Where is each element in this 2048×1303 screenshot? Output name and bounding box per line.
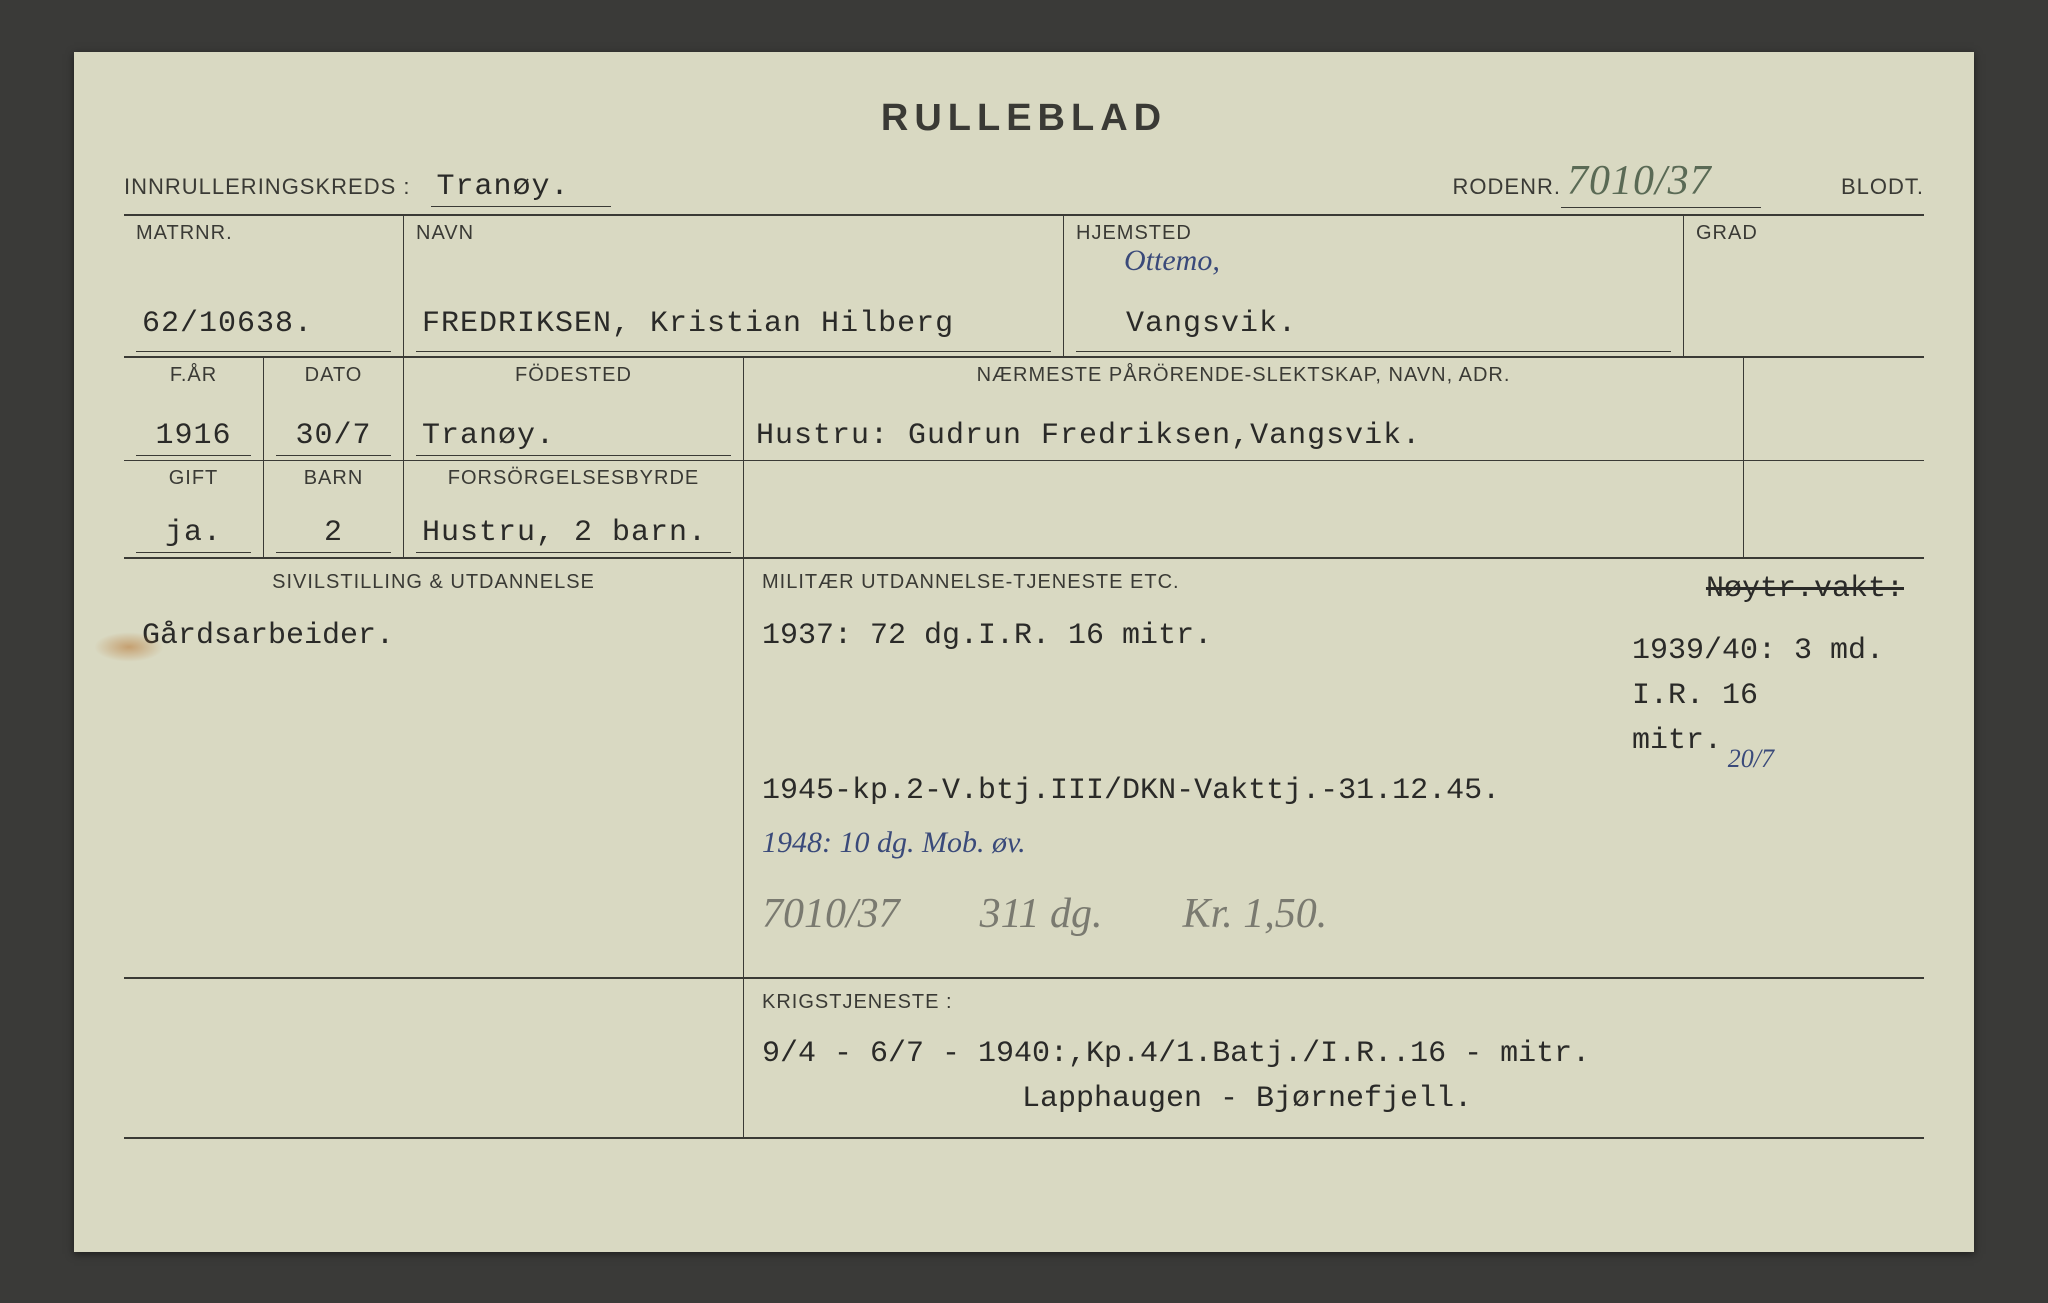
service-block: SIVILSTILLING & UTDANNELSE Gårdsarbeider… bbox=[124, 557, 1924, 977]
header-line: INNRULLERINGSKREDS : Tranøy. RODENR. 701… bbox=[124, 157, 1924, 214]
matrnr-label: MATRNR. bbox=[136, 222, 391, 247]
militar-right2: I.R. 16 bbox=[1632, 674, 1884, 719]
faar-value: 1916 bbox=[136, 419, 251, 456]
forsorg-value: Hustru, 2 barn. bbox=[416, 516, 731, 553]
krig-block: KRIGSTJENESTE : 9/4 - 6/7 - 1940:,Kp.4/1… bbox=[124, 977, 1924, 1137]
row-birth: F.ÅR 1916 DATO 30/7 FÖDESTED Tranøy. NÆR… bbox=[124, 356, 1924, 460]
matrnr-cell: MATRNR. 62/10638. bbox=[124, 216, 404, 356]
barn-cell: BARN 2 bbox=[264, 461, 404, 557]
innrulleringskreds-label: INNRULLERINGSKREDS : bbox=[124, 174, 411, 200]
krig-left-empty bbox=[124, 979, 744, 1137]
krig-header: KRIGSTJENESTE : bbox=[762, 991, 1906, 1014]
dato-label: DATO bbox=[276, 364, 391, 389]
krig-line1: 9/4 - 6/7 - 1940:,Kp.4/1.Batj./I.R..16 -… bbox=[762, 1032, 1906, 1077]
sivil-header: SIVILSTILLING & UTDANNELSE bbox=[142, 571, 725, 594]
record-card: RULLEBLAD INNRULLERINGSKREDS : Tranøy. R… bbox=[74, 52, 1974, 1252]
militar-block: MILITÆR UTDANNELSE-TJENESTE ETC. Nøytr.v… bbox=[744, 559, 1924, 977]
dato-value: 30/7 bbox=[276, 419, 391, 456]
gift-cell: GIFT ja. bbox=[124, 461, 264, 557]
innrulleringskreds-value: Tranøy. bbox=[431, 170, 611, 207]
hjemsted-cell: HJEMSTED Ottemo, Vangsvik. bbox=[1064, 216, 1684, 356]
bottom-rule bbox=[124, 1137, 1924, 1139]
blodt-label: BLODT. bbox=[1841, 174, 1924, 200]
annotation-20-7: 20/7 bbox=[1728, 744, 1774, 774]
hjemsted-hand: Ottemo, bbox=[1124, 244, 1220, 278]
gift-label: GIFT bbox=[136, 467, 251, 492]
slektskap-continuation bbox=[744, 461, 1744, 557]
stain-mark bbox=[94, 632, 164, 662]
rodenr-label: RODENR. bbox=[1453, 174, 1561, 200]
hand-bottom-c: Kr. 1,50. bbox=[1183, 890, 1328, 938]
slektskap-label: NÆRMESTE PÅRÖRENDE-SLEKTSKAP, NAVN, ADR. bbox=[756, 364, 1731, 389]
hand-bottom-a: 7010/37 bbox=[762, 890, 900, 938]
grad-continuation bbox=[1744, 461, 1924, 557]
grad-cell: GRAD bbox=[1684, 216, 1924, 356]
hand-1948: 1948: 10 dg. Mob. øv. bbox=[762, 826, 1906, 860]
rodenr-value: 7010/37 bbox=[1561, 157, 1761, 208]
krig-right: KRIGSTJENESTE : 9/4 - 6/7 - 1940:,Kp.4/1… bbox=[744, 979, 1924, 1137]
slektskap-value: Hustru: Gudrun Fredriksen,Vangsvik. bbox=[756, 419, 1731, 453]
slektskap-cell: NÆRMESTE PÅRÖRENDE-SLEKTSKAP, NAVN, ADR.… bbox=[744, 358, 1744, 460]
krig-line2: Lapphaugen - Bjørnefjell. bbox=[762, 1077, 1906, 1122]
fodested-label: FÖDESTED bbox=[416, 364, 731, 389]
navn-label: NAVN bbox=[416, 222, 1051, 247]
row-family: GIFT ja. BARN 2 FORSÖRGELSESBYRDE Hustru… bbox=[124, 460, 1924, 557]
noytr-label: Nøytr.vakt: bbox=[1706, 567, 1904, 612]
card-title: RULLEBLAD bbox=[881, 97, 1167, 140]
fodested-cell: FÖDESTED Tranøy. bbox=[404, 358, 744, 460]
matrnr-value: 62/10638. bbox=[136, 277, 391, 352]
forsorg-label: FORSÖRGELSESBYRDE bbox=[416, 467, 731, 492]
navn-cell: NAVN FREDRIKSEN, Kristian Hilberg bbox=[404, 216, 1064, 356]
dato-cell: DATO 30/7 bbox=[264, 358, 404, 460]
grad-empty-cell bbox=[1744, 358, 1924, 460]
faar-cell: F.ÅR 1916 bbox=[124, 358, 264, 460]
barn-label: BARN bbox=[276, 467, 391, 492]
hjemsted-typed: Vangsvik. bbox=[1076, 277, 1671, 352]
militar-right1: 1939/40: 3 md. bbox=[1632, 629, 1884, 674]
gift-value: ja. bbox=[136, 516, 251, 553]
forsorg-cell: FORSÖRGELSESBYRDE Hustru, 2 barn. bbox=[404, 461, 744, 557]
faar-label: F.ÅR bbox=[136, 364, 251, 389]
row-identity: MATRNR. 62/10638. NAVN FREDRIKSEN, Krist… bbox=[124, 214, 1924, 356]
barn-value: 2 bbox=[276, 516, 391, 553]
hand-bottom-b: 311 dg. bbox=[980, 890, 1103, 938]
fodested-value: Tranøy. bbox=[416, 419, 731, 456]
militar-line2: 1945-kp.2-V.btj.III/DKN-Vakttj.-31.12.45… bbox=[762, 769, 1906, 814]
navn-value: FREDRIKSEN, Kristian Hilberg bbox=[416, 277, 1051, 352]
sivil-value: Gårdsarbeider. bbox=[142, 614, 725, 659]
sivil-block: SIVILSTILLING & UTDANNELSE Gårdsarbeider… bbox=[124, 559, 744, 977]
hand-bottom-row: 7010/37 311 dg. Kr. 1,50. bbox=[762, 890, 1906, 938]
grad-label: GRAD bbox=[1696, 222, 1912, 247]
